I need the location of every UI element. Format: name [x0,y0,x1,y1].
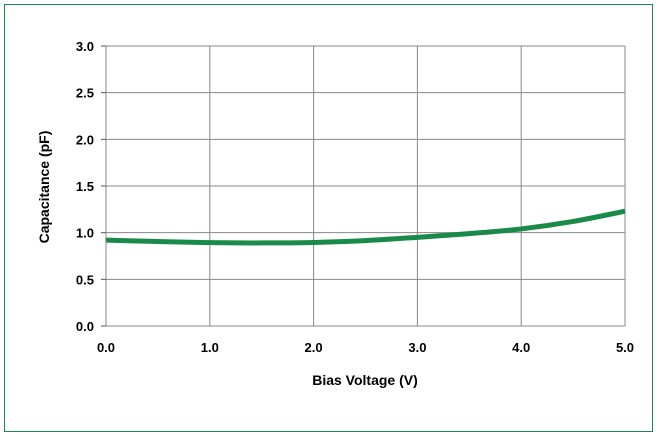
y-tick-label: 2.0 [76,132,94,147]
x-tick-label: 2.0 [305,340,323,355]
x-axis-label: Bias Voltage (V) [312,372,418,388]
y-tick-label: 1.0 [76,226,94,241]
chart-frame [4,4,653,432]
x-tick-label: 1.0 [201,340,219,355]
y-tick-label: 0.0 [76,319,94,334]
x-tick-label: 5.0 [616,340,634,355]
x-tick-labels: 0.0 1.0 2.0 3.0 4.0 5.0 [97,340,634,355]
x-tick-label: 4.0 [512,340,530,355]
series-layer [105,208,626,246]
grid [101,45,626,327]
y-tick-label: 3.0 [76,39,94,54]
y-tick-labels: 0.0 0.5 1.0 1.5 2.0 2.5 3.0 [76,39,94,334]
x-tick-label: 3.0 [408,340,426,355]
y-tick-label: 2.5 [76,86,94,101]
x-tick-label: 0.0 [97,340,115,355]
y-axis-label: Capacitance (pF) [36,131,52,244]
y-tick-label: 0.5 [76,272,94,287]
series-line [105,208,626,246]
y-tick-label: 1.5 [76,179,94,194]
